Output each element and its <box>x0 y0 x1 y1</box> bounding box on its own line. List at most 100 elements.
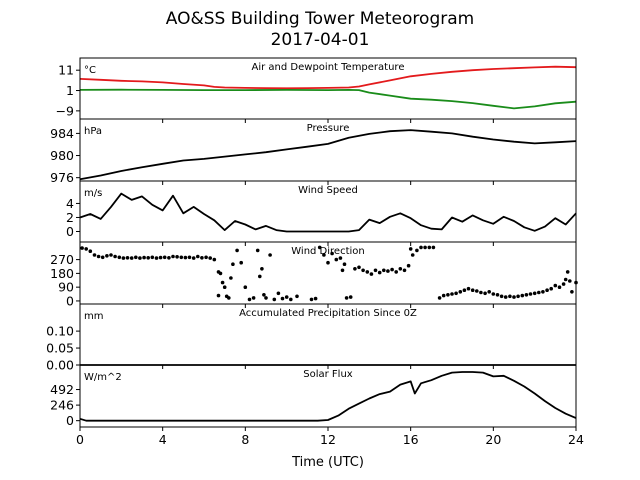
panel-wind-direction-point-21 <box>167 255 171 260</box>
panel-wind-direction-point-6 <box>105 254 109 258</box>
panel-wind-direction-ytick-label: 90 <box>58 280 74 295</box>
panel-wind-direction-point-32 <box>212 257 217 262</box>
panel-wind-direction-point-18 <box>154 256 159 260</box>
panel-wind-direction-point-64 <box>330 251 334 256</box>
panel-wind-direction-point-14 <box>138 256 142 260</box>
panel-wind-direction-point-115 <box>532 291 537 296</box>
panel-wind-direction-point-53 <box>272 297 277 302</box>
panel-solar-flux-title: Solar Flux <box>303 369 353 380</box>
panel-wind-direction-point-17 <box>150 255 155 260</box>
panel-wind-direction-point-22 <box>171 254 175 259</box>
panel-air-and-dewpoint-temperature-ytick-label: 11 <box>58 63 74 78</box>
panel-accumulated-precipitation-since-0z-ytick-label: 0.10 <box>46 324 74 339</box>
panel-wind-direction-point-93 <box>441 293 446 298</box>
panel-wind-direction-point-123 <box>563 277 568 282</box>
panel-pressure-title: Pressure <box>307 123 350 134</box>
panel-wind-direction-point-16 <box>146 255 150 260</box>
panel-solar-flux-unit-label: W/m^2 <box>84 372 122 383</box>
panel-wind-direction-point-99 <box>466 286 471 291</box>
panel-wind-direction-point-109 <box>508 294 512 299</box>
panel-wind-direction-point-74 <box>365 270 370 274</box>
panel-wind-direction-ytick-label: 0 <box>66 293 74 308</box>
panel-wind-direction-point-60 <box>313 296 318 301</box>
panel-wind-direction-point-62 <box>322 253 326 257</box>
panel-wind-direction-point-29 <box>200 255 204 260</box>
panel-wind-direction-point-55 <box>280 296 285 301</box>
panel-wind-direction-point-94 <box>446 293 450 297</box>
panel-wind-direction-point-90 <box>427 245 432 250</box>
panel-wind-direction-point-13 <box>134 255 138 260</box>
panel-wind-direction-point-76 <box>373 268 378 273</box>
panel-wind-direction-point-104 <box>487 290 492 294</box>
panel-wind-direction-point-68 <box>342 262 347 267</box>
panel-wind-direction-point-4 <box>96 254 101 259</box>
panel-wind-direction-point-7 <box>109 253 113 257</box>
panel-air-and-dewpoint-temperature-title: Air and Dewpoint Temperature <box>252 62 405 73</box>
panel-wind-direction-point-91 <box>431 245 436 250</box>
panel-wind-direction-ytick-label: 180 <box>50 266 74 281</box>
panel-wind-direction-point-73 <box>361 268 365 273</box>
panel-wind-direction-point-0 <box>80 246 84 250</box>
panel-wind-direction-point-9 <box>117 255 122 260</box>
panel-wind-direction-point-15 <box>142 255 146 260</box>
panel-pressure-pressure-line <box>79 129 577 181</box>
panel-wind-direction-point-5 <box>100 255 105 260</box>
x-axis-label: Time (UTC) <box>291 455 364 470</box>
x-tick-label: 4 <box>159 432 167 447</box>
panel-air-and-dewpoint-temperature-ytick-label: 1 <box>66 83 74 98</box>
panel-wind-speed-ytick-label: 0 <box>66 224 74 239</box>
panel-wind-direction-point-108 <box>503 295 508 299</box>
panel-wind-direction-point-97 <box>458 290 463 294</box>
panel-wind-direction-point-80 <box>390 267 394 272</box>
panel-wind-direction-point-95 <box>450 292 454 296</box>
panel-wind-direction-point-101 <box>475 289 479 293</box>
panel-wind-direction-point-40 <box>229 276 233 280</box>
panel-wind-speed-ytick-label: 4 <box>66 196 74 211</box>
panel-wind-direction-point-67 <box>340 268 345 273</box>
panel-wind-direction-point-51 <box>264 296 268 300</box>
panel-wind-direction-point-11 <box>125 255 130 260</box>
panel-wind-direction-point-79 <box>386 269 390 273</box>
panel-wind-direction-point-28 <box>196 254 200 259</box>
panel-wind-direction-point-61 <box>317 245 322 250</box>
panel-wind-direction-point-30 <box>204 255 208 260</box>
panel-wind-direction-point-78 <box>382 268 386 273</box>
panel-wind-direction-point-12 <box>129 256 134 260</box>
panel-pressure-ytick-label: 976 <box>50 170 74 185</box>
panel-wind-speed-ytick-label: 2 <box>66 210 74 225</box>
panel-wind-direction-point-103 <box>483 291 487 296</box>
panel-wind-direction-point-121 <box>557 285 562 290</box>
panel-wind-direction-point-26 <box>187 255 192 260</box>
panel-wind-direction-point-88 <box>419 245 423 250</box>
panel-wind-direction-point-47 <box>255 248 260 253</box>
panel-accumulated-precipitation-since-0z-ytick-label: 0.05 <box>46 341 74 356</box>
panel-wind-direction-point-100 <box>470 288 475 293</box>
panel-wind-direction-point-106 <box>495 293 500 297</box>
panel-wind-direction-point-75 <box>369 272 374 276</box>
panel-wind-direction-point-107 <box>499 294 504 299</box>
panel-wind-direction-point-24 <box>179 255 184 260</box>
panel-wind-direction-point-98 <box>462 288 467 293</box>
panel-wind-direction-point-116 <box>537 290 541 295</box>
panel-wind-direction-point-20 <box>162 255 167 260</box>
panel-wind-speed-unit-label: m/s <box>84 188 102 199</box>
panel-pressure-ytick-label: 980 <box>50 148 74 163</box>
panel-wind-direction-point-27 <box>191 256 196 260</box>
panel-wind-direction-point-111 <box>516 294 520 299</box>
panel-wind-direction-point-56 <box>284 295 289 299</box>
panel-air-and-dewpoint-temperature-air-line <box>79 65 577 90</box>
panel-wind-direction-point-112 <box>520 293 525 298</box>
panel-air-and-dewpoint-temperature-dewpoint-line <box>79 88 577 110</box>
panel-wind-direction-point-8 <box>113 254 117 259</box>
panel-wind-direction-point-37 <box>222 285 227 290</box>
panel-wind-direction-point-66 <box>338 256 343 260</box>
panel-wind-direction-point-110 <box>512 295 516 299</box>
panel-wind-speed-title: Wind Speed <box>298 185 358 196</box>
panel-wind-direction-point-89 <box>423 245 427 250</box>
panel-wind-direction-point-46 <box>251 296 256 300</box>
panel-wind-direction-point-25 <box>183 255 188 260</box>
panel-wind-direction-point-58 <box>295 294 299 299</box>
panel-wind-direction-point-34 <box>216 293 221 298</box>
